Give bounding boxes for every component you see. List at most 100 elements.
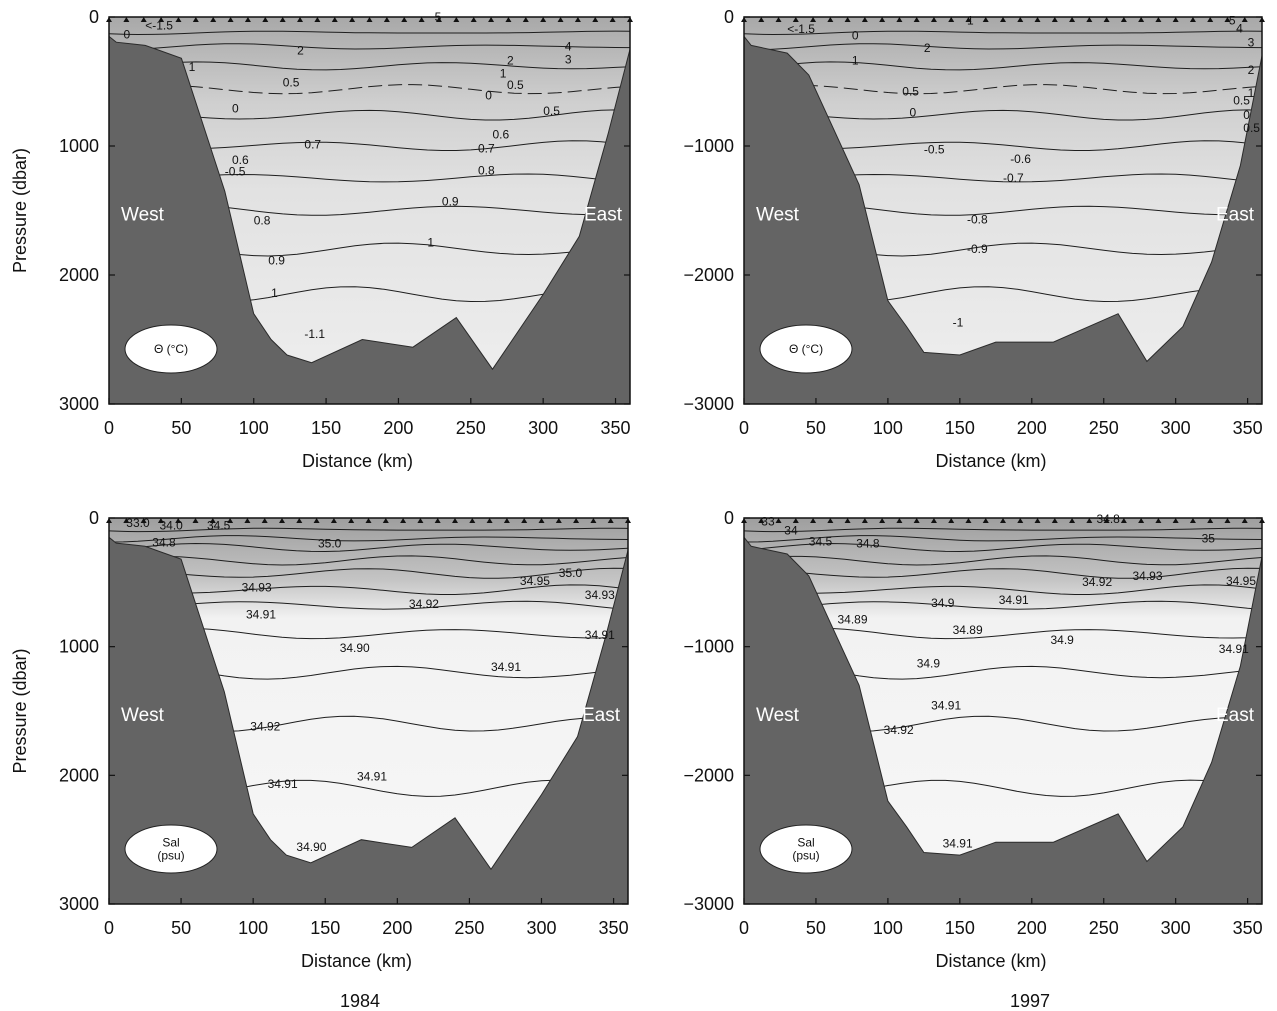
station-marker [296, 518, 303, 523]
contour-label: 34.95 [520, 574, 550, 588]
contour-label: 35.0 [318, 537, 342, 551]
contour-label: 0.5 [902, 85, 919, 99]
contour-line [743, 535, 1263, 543]
station-marker [965, 518, 972, 523]
contour-line [108, 30, 631, 36]
contour-label: 34.91 [943, 836, 973, 850]
y-tick-label: −2000 [683, 265, 734, 285]
contour-label: 0.5 [1233, 94, 1250, 108]
contour-line [108, 567, 629, 579]
y-tick-label: 2000 [59, 765, 99, 785]
x-axis-label: Distance (km) [302, 451, 413, 471]
contour-label: 34.90 [296, 840, 326, 854]
contour-label: 0 [852, 29, 859, 43]
contour-line [108, 535, 629, 543]
station-marker [453, 17, 460, 22]
station-marker [982, 17, 989, 22]
x-tick-label: 350 [1233, 918, 1263, 938]
y-tick-label: −1000 [683, 637, 734, 657]
contour-label: 1 [500, 67, 507, 81]
contour-label: 2 [507, 54, 514, 68]
contour-label: 33 [761, 515, 775, 529]
contour-label: -0.8 [967, 212, 988, 226]
contour-line [743, 527, 1263, 533]
contour-label: 33.0 [126, 516, 150, 530]
legend-label: Sal [797, 836, 814, 850]
station-marker [792, 17, 799, 22]
station-marker [348, 518, 355, 523]
station-marker [810, 518, 817, 523]
y-tick-label: −3000 [683, 894, 734, 914]
station-marker [244, 17, 251, 22]
contour-label: 0.7 [478, 141, 495, 155]
x-tick-label: 100 [873, 918, 903, 938]
y-tick-label: 2000 [59, 265, 99, 285]
x-tick-label: 100 [238, 918, 268, 938]
x-axis-label: Distance (km) [935, 951, 1046, 971]
contour-line [108, 84, 631, 95]
station-marker [913, 17, 920, 22]
x-tick-label: 300 [526, 918, 556, 938]
contour-label: 34.91 [491, 660, 521, 674]
contour-line [743, 542, 1263, 553]
station-marker [896, 17, 903, 22]
contour-label: 0 [1243, 108, 1250, 122]
station-marker [590, 518, 597, 523]
contour-label: <-1.5 [787, 22, 815, 36]
station-marker [175, 17, 182, 22]
station-marker [314, 17, 321, 22]
station-marker [538, 518, 545, 523]
station-marker [503, 518, 510, 523]
x-tick-label: 200 [1017, 418, 1047, 438]
contour-label: 2 [1248, 63, 1255, 77]
contour-label: 1 [427, 236, 434, 250]
contour-label: 1 [271, 286, 278, 300]
contour-line [108, 61, 631, 71]
contour-label: 0.5 [1243, 121, 1260, 135]
station-marker [1017, 518, 1024, 523]
contour-label: 1 [1248, 86, 1255, 100]
station-marker [486, 518, 493, 523]
contour-label: 0.9 [442, 194, 459, 208]
contour-label: 35.0 [559, 566, 583, 580]
east-label: East [1216, 205, 1255, 226]
station-marker [383, 17, 390, 22]
x-tick-label: 50 [171, 418, 191, 438]
station-marker [1086, 17, 1093, 22]
west-label: West [756, 205, 800, 226]
contour-label: 34.92 [884, 723, 914, 737]
contour-label: 34.89 [838, 613, 868, 627]
station-marker [106, 518, 112, 523]
x-tick-label: 0 [104, 918, 114, 938]
station-marker [1155, 17, 1162, 22]
station-marker [965, 17, 972, 22]
y-tick-label: 0 [89, 508, 99, 528]
west-label: West [756, 705, 800, 726]
x-tick-label: 250 [456, 418, 486, 438]
x-tick-label: 150 [945, 918, 975, 938]
station-marker [1241, 17, 1248, 22]
station-marker [1103, 518, 1110, 523]
x-tick-label: 50 [806, 418, 826, 438]
station-marker [775, 518, 782, 523]
station-marker [157, 518, 164, 523]
contour-label: 5 [435, 10, 442, 24]
station-marker [896, 518, 903, 523]
x-tick-label: 200 [383, 418, 413, 438]
station-marker [522, 17, 529, 22]
contour-label: 0 [910, 105, 917, 119]
station-marker [557, 17, 564, 22]
station-marker [1259, 518, 1265, 523]
year-label-1997: 1997 [1010, 991, 1050, 1011]
y-tick-label: 3000 [59, 894, 99, 914]
station-marker [435, 17, 442, 22]
contour-label: 5 [1229, 14, 1236, 28]
x-tick-label: 150 [310, 918, 340, 938]
bathymetry [108, 536, 629, 905]
contour-label: 34.92 [409, 597, 439, 611]
station-marker [1224, 17, 1231, 22]
year-label-1984: 1984 [340, 991, 380, 1011]
station-marker [313, 518, 320, 523]
contour-label: 34.8 [152, 535, 176, 549]
